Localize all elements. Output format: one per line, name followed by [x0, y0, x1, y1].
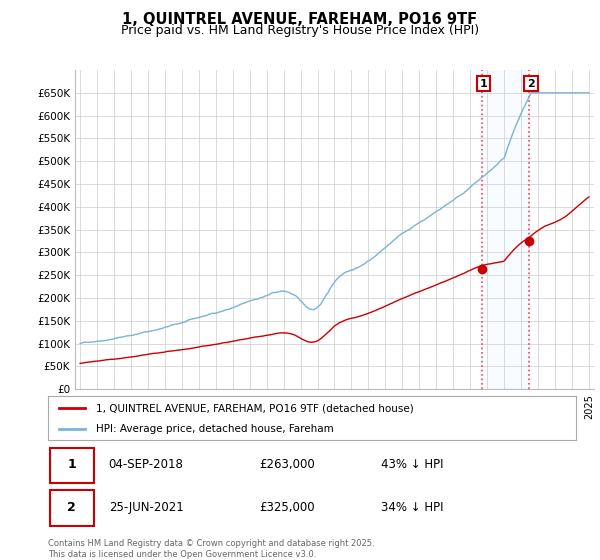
- FancyBboxPatch shape: [50, 448, 94, 483]
- Text: 25-JUN-2021: 25-JUN-2021: [109, 501, 184, 514]
- Text: 1, QUINTREL AVENUE, FAREHAM, PO16 9TF (detached house): 1, QUINTREL AVENUE, FAREHAM, PO16 9TF (d…: [95, 403, 413, 413]
- Text: 43% ↓ HPI: 43% ↓ HPI: [380, 458, 443, 471]
- Text: 1: 1: [479, 78, 487, 88]
- Text: £263,000: £263,000: [259, 458, 315, 471]
- Text: 34% ↓ HPI: 34% ↓ HPI: [380, 501, 443, 514]
- Text: 04-SEP-2018: 04-SEP-2018: [109, 458, 184, 471]
- FancyBboxPatch shape: [50, 491, 94, 525]
- Text: Contains HM Land Registry data © Crown copyright and database right 2025.
This d: Contains HM Land Registry data © Crown c…: [48, 539, 374, 559]
- Text: 2: 2: [527, 78, 535, 88]
- Text: 1, QUINTREL AVENUE, FAREHAM, PO16 9TF: 1, QUINTREL AVENUE, FAREHAM, PO16 9TF: [122, 12, 478, 27]
- Bar: [482, 70, 529, 389]
- Text: HPI: Average price, detached house, Fareham: HPI: Average price, detached house, Fare…: [95, 424, 333, 433]
- Text: Price paid vs. HM Land Registry's House Price Index (HPI): Price paid vs. HM Land Registry's House …: [121, 24, 479, 37]
- Text: £325,000: £325,000: [259, 501, 315, 514]
- Text: 1: 1: [67, 458, 76, 471]
- Text: 2: 2: [67, 501, 76, 514]
